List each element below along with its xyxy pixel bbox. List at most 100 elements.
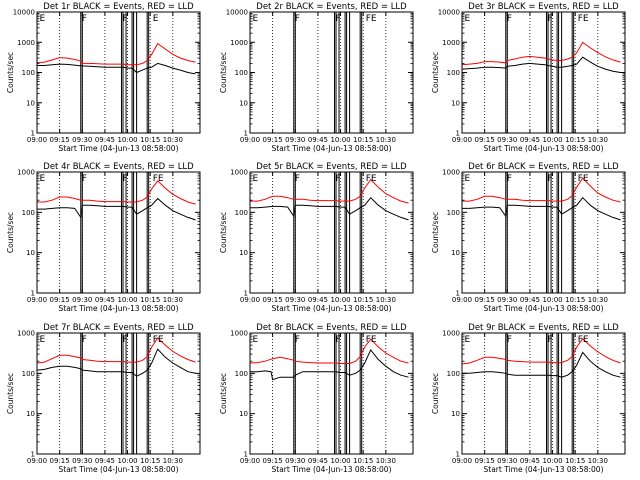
y-axis-label: Counts/sec xyxy=(219,52,228,93)
x-tick-label: 10:30 xyxy=(376,296,396,304)
y-tick-label: 10 xyxy=(451,99,460,107)
chart-title: Det 8r BLACK = Events, RED = LLD xyxy=(256,323,407,333)
event-marker-label: F xyxy=(82,174,87,184)
y-tick-label: 1000 xyxy=(17,169,35,177)
x-tick-label: 09:45 xyxy=(520,457,540,465)
event-marker-label: F xyxy=(507,14,512,24)
event-marker-label: F xyxy=(295,335,300,345)
y-tick-label: 1 xyxy=(244,130,248,138)
x-tick-label: 09:00 xyxy=(240,296,260,304)
x-tick-label: 09:15 xyxy=(50,136,70,144)
x-tick-label: 10:15 xyxy=(565,136,585,144)
event-marker-label: FE xyxy=(153,335,164,345)
y-tick-label: 1 xyxy=(456,451,460,459)
series-line-lld xyxy=(36,42,196,66)
y-tick-label: 1000 xyxy=(17,39,35,47)
x-tick-label: 10:30 xyxy=(588,457,608,465)
event-marker-label: FE xyxy=(366,174,377,184)
event-marker-label: E xyxy=(253,14,259,24)
event-marker-label: F xyxy=(82,14,87,24)
x-tick-label: 10:15 xyxy=(140,136,160,144)
event-marker-label: E xyxy=(40,174,46,184)
x-tick-label: 09:15 xyxy=(50,296,70,304)
event-marker-label: F xyxy=(82,335,87,345)
x-tick-label: 09:00 xyxy=(452,136,472,144)
x-tick-label: 10:00 xyxy=(542,136,562,144)
event-marker-label: F xyxy=(336,174,341,184)
x-tick-label: 09:30 xyxy=(497,136,517,144)
x-tick-label: 09:00 xyxy=(240,136,260,144)
y-axis-label: Counts/sec xyxy=(6,373,15,414)
series-line-events xyxy=(37,197,196,221)
event-marker-label: F xyxy=(123,174,128,184)
event-marker-label: F xyxy=(548,174,553,184)
event-marker-label: F xyxy=(123,335,128,345)
x-tick-label: 09:45 xyxy=(520,296,540,304)
x-axis-label: Start Time (04-Jun-13 08:58:00) xyxy=(59,304,179,313)
x-tick-label: 09:45 xyxy=(95,457,115,465)
plot-frame xyxy=(461,171,626,294)
y-tick-label: 10000 xyxy=(226,9,248,17)
x-tick-label: 09:45 xyxy=(308,457,328,465)
x-tick-label: 09:15 xyxy=(263,136,283,144)
y-tick-label: 10 xyxy=(26,249,35,257)
plot-frame xyxy=(249,332,414,455)
plot-frame xyxy=(36,332,201,455)
event-marker-label: FE xyxy=(578,174,589,184)
x-tick-label: 10:00 xyxy=(117,296,137,304)
y-axis-label: Counts/sec xyxy=(6,52,15,93)
series-line-events xyxy=(250,196,409,221)
y-tick-label: 10 xyxy=(239,249,248,257)
event-marker-label: F xyxy=(548,335,553,345)
x-tick-label: 10:30 xyxy=(163,136,183,144)
y-tick-label: 1000 xyxy=(230,169,248,177)
x-tick-label: 09:15 xyxy=(263,296,283,304)
x-tick-label: 10:15 xyxy=(140,296,160,304)
x-axis-label: Start Time (04-Jun-13 08:58:00) xyxy=(272,465,392,474)
y-tick-label: 10 xyxy=(239,99,248,107)
x-tick-label: 10:30 xyxy=(376,136,396,144)
x-tick-label: 09:30 xyxy=(72,296,92,304)
y-tick-label: 10 xyxy=(26,99,35,107)
y-tick-label: 10 xyxy=(451,249,460,257)
y-tick-label: 100 xyxy=(235,69,248,77)
x-tick-label: 09:45 xyxy=(308,296,328,304)
x-tick-label: 10:00 xyxy=(330,136,350,144)
x-tick-label: 10:15 xyxy=(565,296,585,304)
y-tick-label: 1000 xyxy=(17,330,35,338)
event-marker-label: F xyxy=(507,174,512,184)
x-axis-label: Start Time (04-Jun-13 08:58:00) xyxy=(484,304,604,313)
y-tick-label: 100 xyxy=(447,209,460,217)
x-tick-label: 09:15 xyxy=(475,296,495,304)
y-tick-label: 1 xyxy=(31,451,35,459)
plot-frame xyxy=(461,11,626,134)
series-line-lld xyxy=(250,178,409,204)
x-tick-label: 10:30 xyxy=(376,457,396,465)
y-tick-label: 10000 xyxy=(438,9,460,17)
event-marker-label: F xyxy=(548,14,553,24)
plot-frame xyxy=(36,11,201,134)
series-line-lld xyxy=(249,338,409,364)
series-line-events xyxy=(37,62,196,75)
series-line-events xyxy=(461,56,621,73)
x-axis-label: Start Time (04-Jun-13 08:58:00) xyxy=(484,465,604,474)
series-line-lld xyxy=(461,338,621,365)
y-tick-label: 100 xyxy=(22,69,35,77)
y-tick-label: 100 xyxy=(235,370,248,378)
event-marker-label: E xyxy=(40,335,46,345)
series-line-lld xyxy=(37,180,196,205)
x-tick-label: 09:30 xyxy=(497,457,517,465)
event-marker-label: F xyxy=(295,174,300,184)
x-tick-label: 09:45 xyxy=(95,296,115,304)
event-marker-label: FE xyxy=(366,14,377,24)
y-tick-label: 1 xyxy=(456,130,460,138)
x-tick-label: 10:30 xyxy=(588,296,608,304)
x-tick-label: 09:00 xyxy=(27,296,47,304)
chart-title: Det 3r BLACK = Events, RED = LLD xyxy=(468,2,619,12)
series-line-events xyxy=(462,196,621,221)
plot-frame xyxy=(249,11,414,134)
plot-frame xyxy=(461,332,626,455)
chart-title: Det 5r BLACK = Events, RED = LLD xyxy=(256,162,407,172)
x-tick-label: 09:00 xyxy=(240,457,260,465)
x-axis-label: Start Time (04-Jun-13 08:58:00) xyxy=(59,465,179,474)
